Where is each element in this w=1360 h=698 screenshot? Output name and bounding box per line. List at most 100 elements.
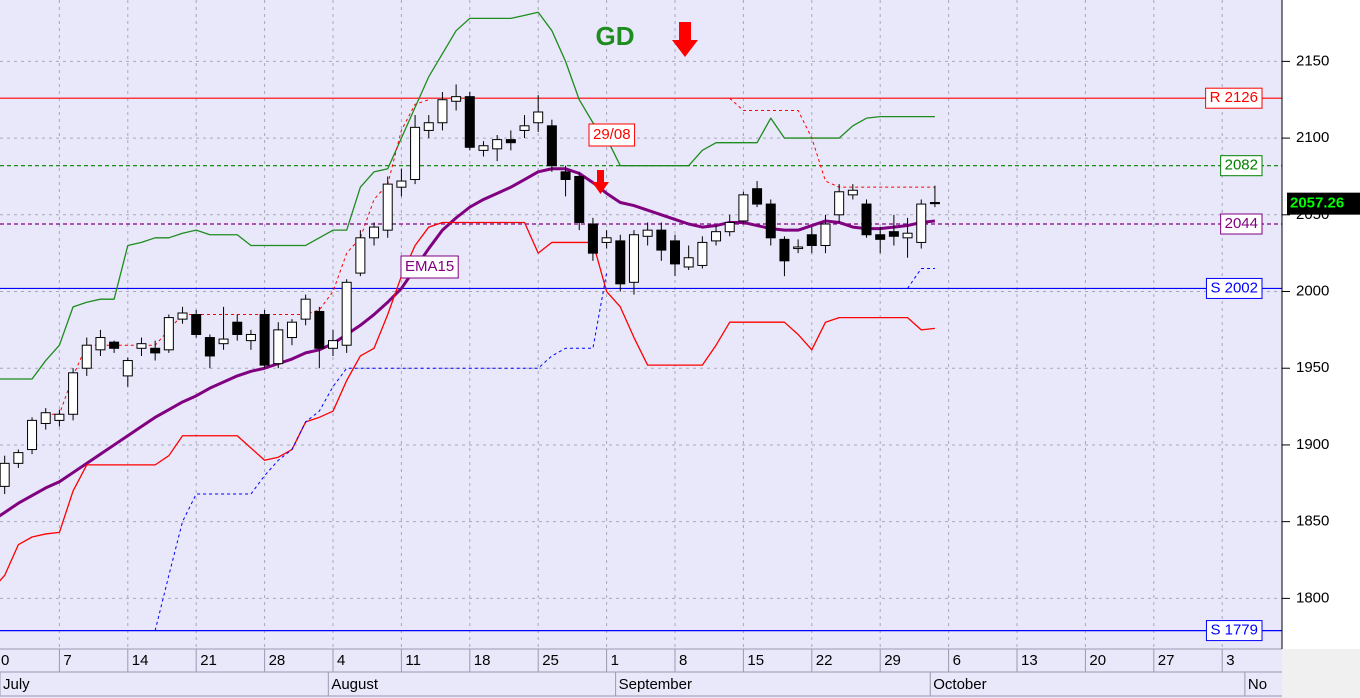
candle-body xyxy=(683,257,694,268)
candle-body xyxy=(122,360,133,377)
candle-body xyxy=(670,240,680,265)
axis-background xyxy=(1282,0,1360,649)
candle-body xyxy=(628,234,639,283)
candle-body xyxy=(574,175,585,223)
axes: 18001850190019502000205021002150 xyxy=(1281,0,1329,649)
candle-body xyxy=(177,312,188,320)
candle-body xyxy=(861,203,872,236)
indicator-line xyxy=(907,267,935,289)
x-tick-label: 6 xyxy=(953,652,961,669)
annotations: GD 29/08 EMA15 xyxy=(400,21,698,279)
month-label: October xyxy=(933,676,986,693)
x-tick-label: 0 xyxy=(1,652,9,669)
reference-label: R 2126 xyxy=(1210,89,1258,106)
price-tag-label: 2057.26 xyxy=(1290,195,1344,212)
candle-body xyxy=(711,231,722,242)
candle-body xyxy=(314,310,325,349)
x-axis-background xyxy=(0,649,1282,698)
candle-body xyxy=(587,223,598,254)
plot-background xyxy=(0,0,1282,649)
date-label: 29/08 xyxy=(593,126,631,143)
candle-body xyxy=(163,317,174,351)
candle-body xyxy=(273,329,284,365)
corner xyxy=(1282,649,1360,698)
candle-body xyxy=(300,298,311,320)
y-tick-label: 2100 xyxy=(1296,129,1329,146)
indicator-line xyxy=(729,97,935,188)
indicator-line xyxy=(0,167,936,518)
candle-body xyxy=(546,125,557,167)
candle-body xyxy=(286,321,297,339)
x-tick-label: 13 xyxy=(1021,652,1038,669)
x-tick-label: 27 xyxy=(1158,652,1175,669)
candle-body xyxy=(191,314,202,335)
candle-body xyxy=(765,203,776,239)
candle-body xyxy=(697,241,708,266)
series-label-box xyxy=(400,255,459,279)
candle-body xyxy=(560,171,571,181)
price-tag xyxy=(1287,192,1360,215)
candle-body xyxy=(875,234,886,240)
signal-arrow xyxy=(592,170,609,194)
reference-label-box xyxy=(1205,620,1263,642)
x-tick-label: 7 xyxy=(63,652,71,669)
x-tick-label: 20 xyxy=(1089,652,1106,669)
reference-label: 2044 xyxy=(1225,215,1258,232)
x-tick-label: 1 xyxy=(611,652,619,669)
candle-body xyxy=(382,183,393,231)
candle-body xyxy=(505,139,516,144)
y-tick-label: 1800 xyxy=(1296,589,1329,606)
candle-body xyxy=(204,337,215,357)
x-tick-label: 8 xyxy=(679,652,687,669)
candle-body xyxy=(341,281,352,346)
x-tick-label: 28 xyxy=(269,652,286,669)
candle-body xyxy=(0,462,10,487)
candle-body xyxy=(656,229,667,251)
x-tick-label: 4 xyxy=(337,652,345,669)
candle-body xyxy=(232,321,243,335)
candle-body xyxy=(916,203,927,243)
candle-body xyxy=(245,333,256,342)
candle-body xyxy=(54,413,65,421)
candle-body xyxy=(259,314,270,366)
candle-body xyxy=(410,126,421,181)
month-label: August xyxy=(331,676,379,693)
reference-label: S 1779 xyxy=(1210,622,1258,639)
candle-body xyxy=(793,246,804,250)
candle-body xyxy=(834,191,845,216)
candle-body xyxy=(369,226,380,239)
candle-body xyxy=(779,238,790,262)
candle-body xyxy=(642,229,653,237)
candle-body xyxy=(328,340,338,349)
candle-body xyxy=(136,343,147,349)
candle-body xyxy=(929,202,940,205)
plot xyxy=(0,11,1282,632)
reference-label-box xyxy=(1205,277,1263,299)
series-label: EMA15 xyxy=(405,258,454,275)
reference-label-box xyxy=(1220,213,1263,235)
signal-arrow xyxy=(672,22,698,57)
indicator-line xyxy=(0,221,935,582)
x-tick-label: 25 xyxy=(542,652,559,669)
candle-body xyxy=(888,231,899,237)
candle-body xyxy=(437,99,448,124)
month-label: No xyxy=(1248,676,1267,693)
candle-body xyxy=(478,145,489,151)
candle-body xyxy=(95,337,106,351)
y-tick-label: 2150 xyxy=(1296,52,1329,69)
x-tick-label: 14 xyxy=(132,652,149,669)
candle-body xyxy=(40,412,51,424)
x-tick-label: 3 xyxy=(1226,652,1234,669)
candle-body xyxy=(902,232,913,239)
signal-label: GD xyxy=(596,21,635,51)
candle-body xyxy=(396,180,407,188)
candle-body xyxy=(109,341,120,349)
candle-body xyxy=(752,188,763,205)
reference-label: S 2002 xyxy=(1210,279,1258,296)
x-tick-label: 15 xyxy=(747,652,764,669)
candle-body xyxy=(615,240,626,285)
x-tick-label: 29 xyxy=(884,652,901,669)
candle-body xyxy=(533,111,544,124)
y-tick-label: 2000 xyxy=(1296,282,1329,299)
